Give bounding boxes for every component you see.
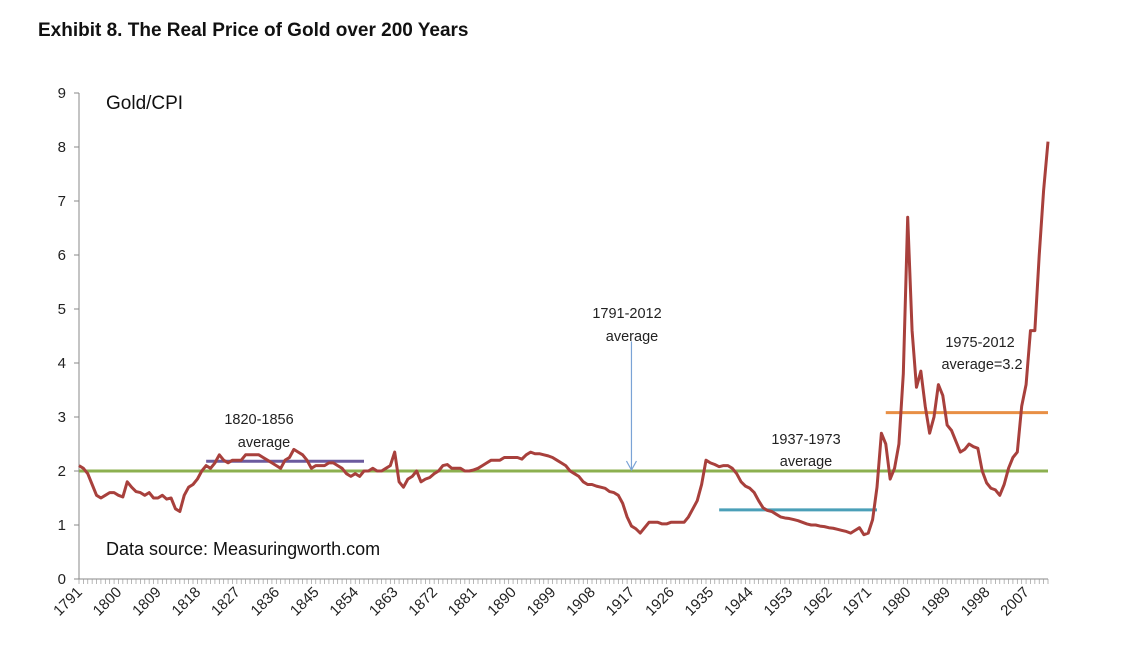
x-tick-label: 1917 bbox=[603, 584, 639, 620]
x-tick-label: 1827 bbox=[208, 584, 244, 620]
x-tick-label: 1845 bbox=[287, 584, 323, 620]
annotation-1937-1973-label: average bbox=[780, 454, 832, 470]
annotation-1820-1856-years: 1820-1856 bbox=[224, 412, 293, 428]
x-tick-label: 1980 bbox=[879, 584, 915, 620]
gold-cpi-series-line bbox=[78, 141, 1050, 537]
x-tick-label: 1818 bbox=[169, 584, 205, 620]
x-tick-label: 1908 bbox=[563, 584, 599, 620]
y-tick-label: 8 bbox=[58, 139, 66, 156]
average-arrow bbox=[625, 341, 637, 472]
x-tick-label: 1971 bbox=[839, 584, 875, 620]
annotation-1975-2012-years: 1975-2012 bbox=[945, 335, 1014, 351]
x-tick-label: 1989 bbox=[918, 584, 954, 620]
x-tick-label: 1881 bbox=[445, 584, 481, 620]
y-tick-label: 9 bbox=[58, 85, 66, 102]
x-tick-label: 1809 bbox=[129, 584, 165, 620]
x-tick-label: 1872 bbox=[405, 584, 441, 620]
x-tick-label: 1962 bbox=[800, 584, 836, 620]
x-tick-label: 1854 bbox=[326, 584, 362, 620]
annotation-1791-2012-label: average bbox=[606, 329, 658, 345]
y-axis-ticks: 0 1 2 3 4 5 6 7 8 9 bbox=[58, 85, 79, 588]
x-tick-label: 1944 bbox=[721, 584, 757, 620]
x-tick-label: 1899 bbox=[524, 584, 560, 620]
axes bbox=[78, 93, 1049, 584]
y-axis-label: Gold/CPI bbox=[106, 93, 183, 114]
x-tick-label: 1953 bbox=[761, 584, 797, 620]
y-tick-label: 3 bbox=[58, 409, 66, 426]
y-tick-label: 2 bbox=[58, 463, 66, 480]
annotation-1820-1856-label: average bbox=[238, 435, 290, 451]
y-tick-label: 5 bbox=[58, 301, 66, 318]
x-tick-label: 1863 bbox=[366, 584, 402, 620]
x-tick-label: 1935 bbox=[682, 584, 718, 620]
x-tick-label: 1800 bbox=[90, 584, 126, 620]
annotation-1937-1973-years: 1937-1973 bbox=[771, 432, 840, 448]
arrow-head bbox=[625, 460, 637, 472]
x-tick-label: 1890 bbox=[484, 584, 520, 620]
annotation-1791-2012-years: 1791-2012 bbox=[592, 306, 661, 322]
x-tick-label: 1836 bbox=[248, 584, 284, 620]
annotation-1975-2012-label: average=3.2 bbox=[941, 357, 1022, 373]
y-tick-label: 4 bbox=[58, 355, 66, 372]
y-tick-label: 6 bbox=[58, 247, 66, 264]
data-source-note: Data source: Measuringworth.com bbox=[106, 539, 380, 559]
y-tick-label: 1 bbox=[58, 517, 66, 534]
x-tick-label: 1998 bbox=[958, 584, 994, 620]
x-tick-label: 1791 bbox=[50, 584, 86, 620]
x-tick-label: 1926 bbox=[642, 584, 678, 620]
chart-title: Exhibit 8. The Real Price of Gold over 2… bbox=[38, 20, 469, 41]
y-tick-label: 0 bbox=[58, 571, 66, 588]
y-tick-label: 7 bbox=[58, 193, 66, 210]
x-axis-ticks: 1791 1800 1809 1818 1827 1836 1845 1854 1863 1872… bbox=[50, 584, 1033, 620]
x-tick-label: 2007 bbox=[997, 584, 1033, 620]
